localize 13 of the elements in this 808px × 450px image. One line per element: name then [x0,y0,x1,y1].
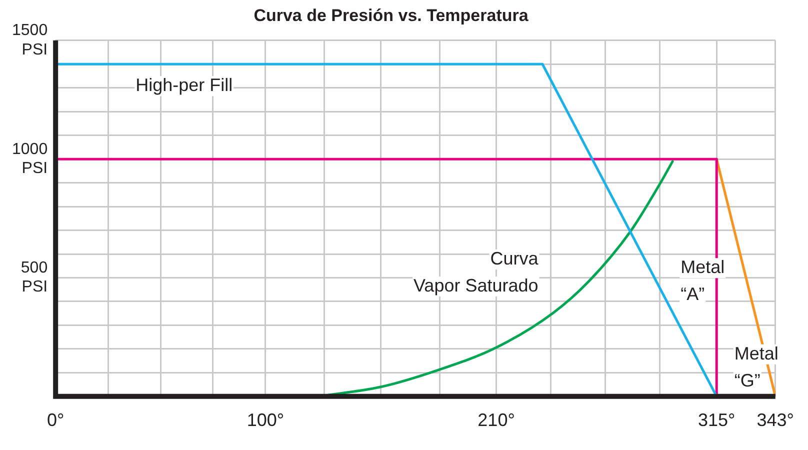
x-tick-label: 100° [246,410,284,430]
x-tick-label: 0° [46,410,64,430]
series-label: Metal “A” [680,257,725,304]
y-tick-label: 1000 PSI [12,140,48,178]
x-tick-label: 315° [698,410,736,430]
x-tick-label: 210° [478,410,515,430]
chart-title: Curva de Presión vs. Temperatura [254,6,529,25]
series-label: Curva Vapor Saturado [414,248,540,296]
series-label: High-per Fill [136,75,233,96]
x-tick-label: 343° [756,410,794,430]
y-tick-label: 1500 PSI [12,22,48,58]
series-label: Metal “G” [734,343,778,390]
y-tick-label: 500 PSI [20,260,48,296]
